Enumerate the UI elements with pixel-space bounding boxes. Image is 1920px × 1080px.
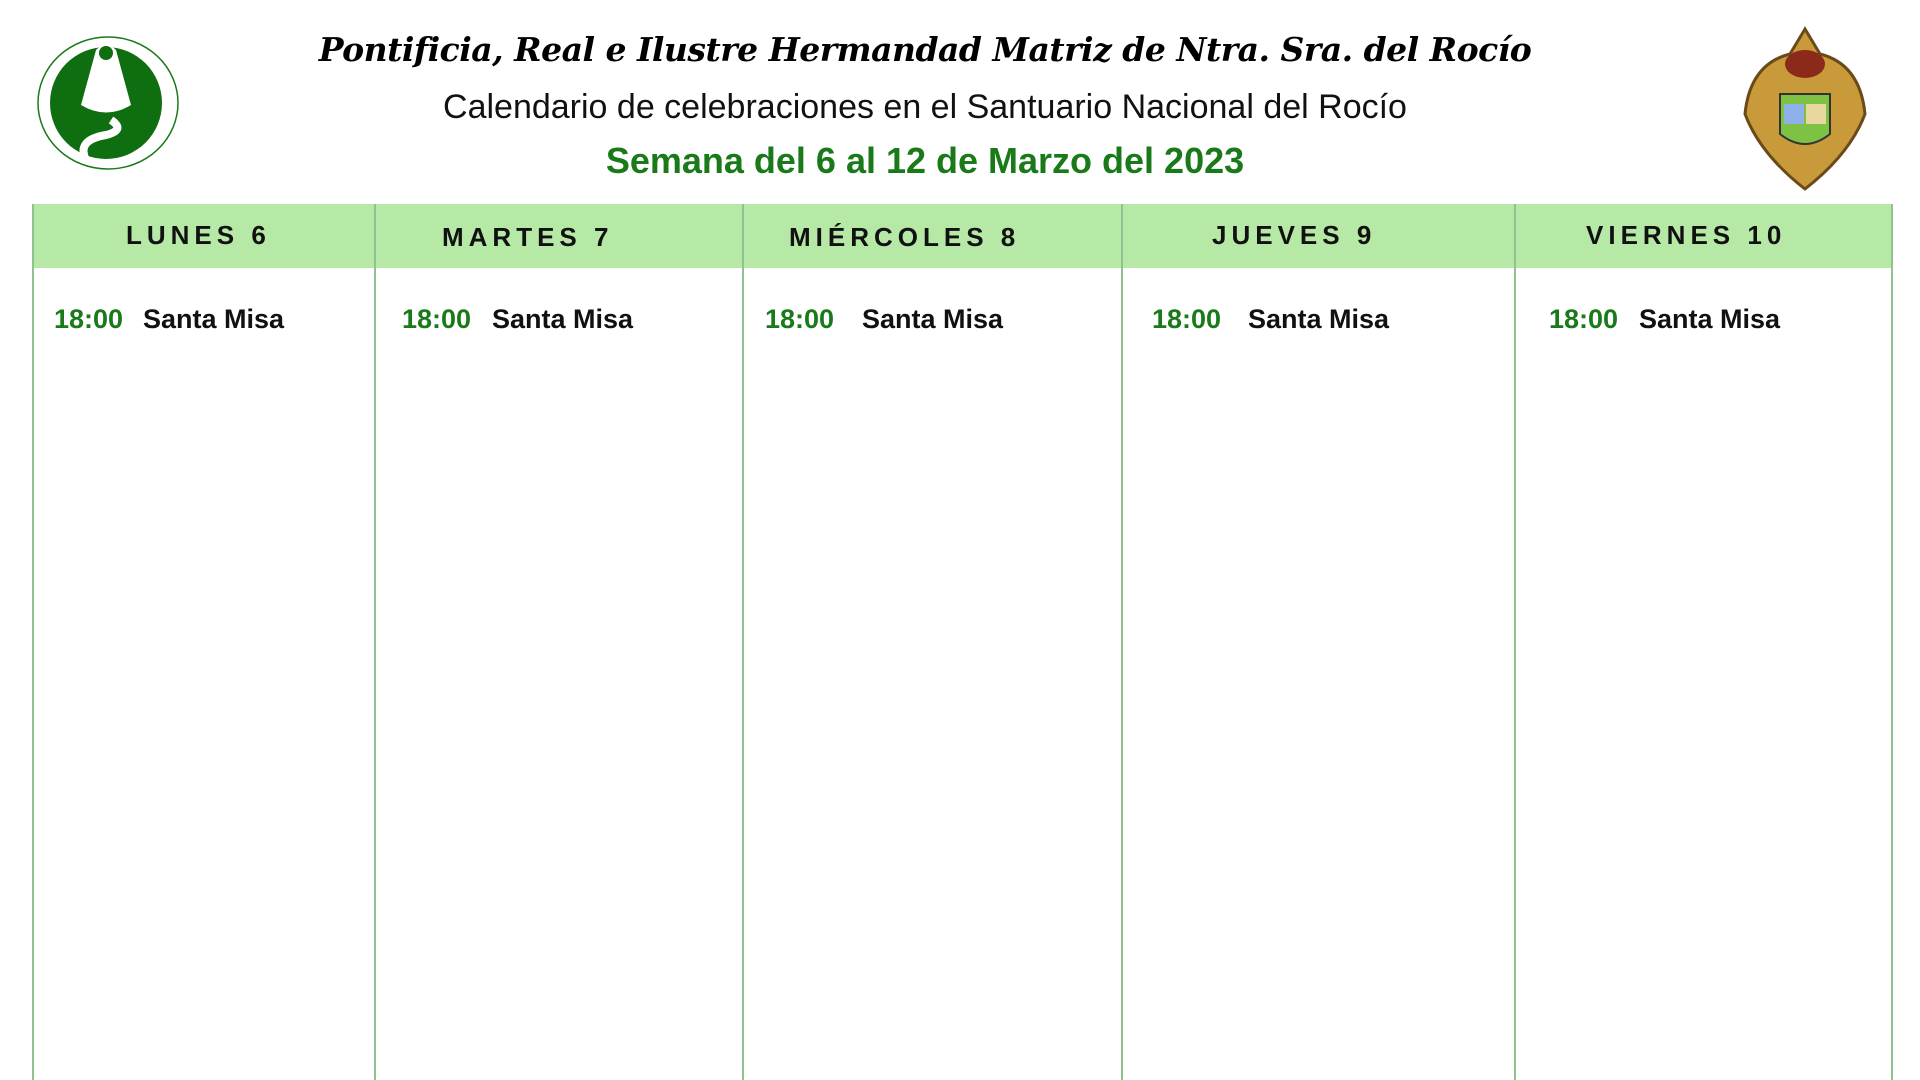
column-divider — [374, 204, 376, 1080]
page-title: Pontificia, Real e Ilustre Hermandad Mat… — [318, 30, 1532, 69]
event-name: Santa Misa — [1248, 304, 1390, 334]
week-range: Semana del 6 al 12 de Marzo del 2023 — [605, 140, 1245, 181]
event-time: 18:00 — [54, 304, 124, 334]
day-header-miercoles: MIÉRCOLES 8 — [789, 222, 1021, 252]
column-divider — [1121, 204, 1123, 1080]
day-header-viernes: VIERNES 10 — [1586, 220, 1787, 250]
event-time: 18:00 — [1549, 304, 1619, 334]
event-name: Santa Misa — [862, 304, 1004, 334]
event-name: Santa Misa — [492, 304, 634, 334]
event-time: 18:00 — [1152, 304, 1222, 334]
event-time: 18:00 — [402, 304, 472, 334]
event-time: 18:00 — [765, 304, 835, 334]
page-subtitle: Calendario de celebraciones en el Santua… — [443, 88, 1407, 126]
column-divider — [742, 204, 744, 1080]
day-header-martes: MARTES 7 — [442, 222, 614, 252]
day-header-jueves: JUEVES 9 — [1212, 220, 1377, 250]
day-header-lunes: LUNES 6 — [126, 220, 271, 250]
oficina-del-peregrino-logo — [37, 36, 179, 170]
weekly-calendar: LUNES 6 MARTES 7 MIÉRCOLES 8 JUEVES 9 VI… — [32, 204, 1893, 1080]
column-divider — [1514, 204, 1516, 1080]
hermandad-crest-logo — [1743, 26, 1867, 191]
event-name: Santa Misa — [143, 304, 285, 334]
calendar-header-row — [34, 204, 1891, 268]
event-name: Santa Misa — [1639, 304, 1781, 334]
